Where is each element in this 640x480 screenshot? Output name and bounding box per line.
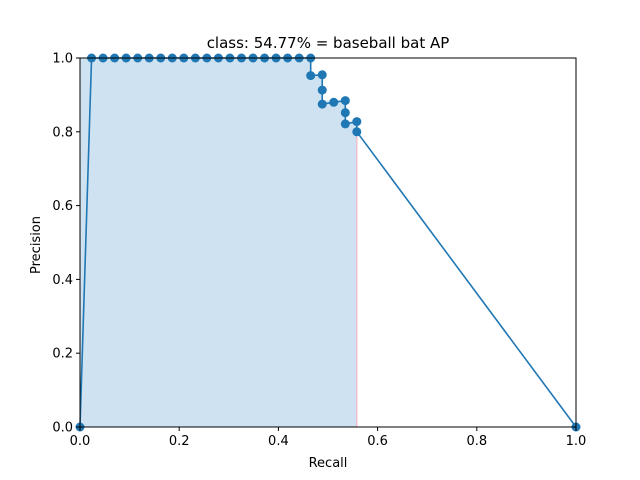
y-tick-label: 0.4	[52, 273, 73, 288]
x-tick-label: 0.2	[169, 434, 190, 449]
x-tick-label: 0.0	[70, 434, 91, 449]
data-point	[340, 119, 350, 129]
x-axis-label: Recall	[309, 456, 348, 471]
x-tick-label: 0.6	[367, 434, 388, 449]
data-point	[306, 71, 316, 81]
data-point	[317, 85, 327, 95]
y-tick-label: 0.0	[52, 421, 73, 436]
x-tick-label: 0.4	[268, 434, 289, 449]
data-point	[317, 99, 327, 109]
data-point	[352, 127, 362, 137]
data-point	[352, 117, 362, 127]
data-point	[317, 70, 327, 80]
ap-shaded-area	[80, 58, 357, 427]
x-tick-label: 0.8	[466, 434, 487, 449]
y-tick-label: 0.8	[52, 125, 73, 140]
y-tick-label: 1.0	[52, 52, 73, 67]
data-point	[329, 97, 339, 107]
data-point	[340, 108, 350, 118]
axes-frame	[79, 57, 577, 428]
x-tick-label: 1.0	[566, 434, 587, 449]
y-tick-label: 0.2	[52, 347, 73, 362]
axes-layer: 0.0 0.2 0.4 0.6 0.8 1.0 0.0 0.2 0.4 0.6 0.8 1.0	[52, 52, 586, 450]
chart-title: class: 54.77% = baseball bat AP	[207, 34, 450, 52]
y-tick-label: 0.6	[52, 199, 73, 214]
shaded-area-layer	[80, 58, 358, 427]
data-point	[340, 96, 350, 106]
y-axis-label: Precision	[29, 216, 44, 274]
